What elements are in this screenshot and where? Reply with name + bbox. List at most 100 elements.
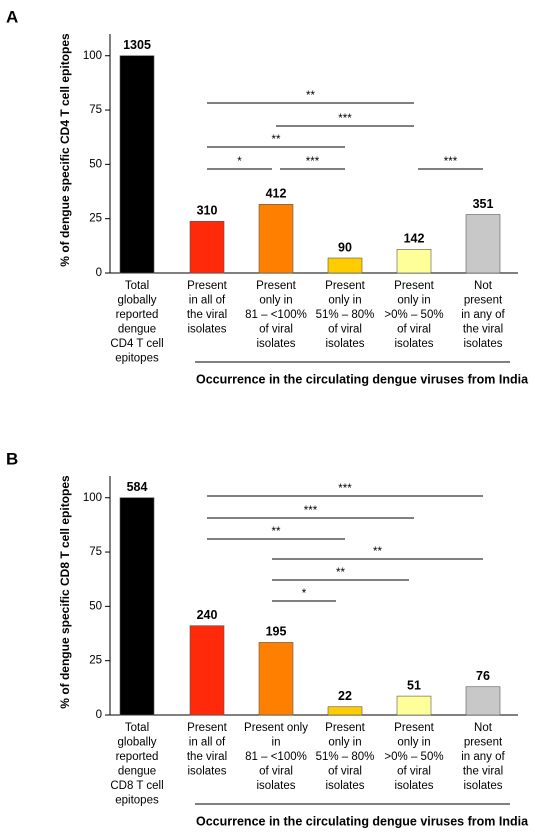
x-tick-label: of viral xyxy=(397,324,431,336)
x-tick-label: 51% – 80% xyxy=(316,751,375,763)
significance-label: ** xyxy=(306,90,315,102)
x-tick-label: Present xyxy=(394,722,434,734)
x-tick-label: Total xyxy=(125,280,149,292)
x-tick-label: only in xyxy=(328,737,361,749)
x-tick-label: the viral xyxy=(187,309,227,321)
x-tick-label: reported xyxy=(116,751,159,763)
x-tick-label: of viral xyxy=(259,324,293,336)
x-tick-label: Present xyxy=(325,280,365,292)
x-tick-label: epitopes xyxy=(115,353,159,365)
x-tick-label: Present only xyxy=(244,722,308,734)
x-tick-label: of viral xyxy=(397,766,431,778)
count-label: 195 xyxy=(266,625,287,639)
count-label: 240 xyxy=(197,608,218,622)
x-tick-label: epitopes xyxy=(115,795,159,807)
x-tick-label: isolates xyxy=(188,324,227,336)
y-tick-label: 100 xyxy=(83,50,102,62)
significance-label: ** xyxy=(272,526,281,538)
x-tick-label: reported xyxy=(116,309,159,321)
significance-label: ** xyxy=(272,134,281,146)
y-tick-label: 0 xyxy=(96,709,102,721)
x-tick-label: only in xyxy=(259,295,292,307)
x-tick-label: isolates xyxy=(464,338,503,350)
bar xyxy=(189,625,225,716)
x-tick-label: Present xyxy=(394,280,434,292)
x-tick-label: 81 – <100% xyxy=(245,309,307,321)
bar xyxy=(189,220,225,274)
x-tick-label: dengue xyxy=(118,766,156,778)
bar xyxy=(327,706,363,716)
x-tick-label: 51% – 80% xyxy=(316,309,375,321)
x-tick-label: globally xyxy=(118,737,157,749)
count-label: 351 xyxy=(473,197,494,211)
x-tick-label: in any of xyxy=(461,309,505,321)
y-tick-label: 75 xyxy=(89,104,102,116)
x-tick-label: in xyxy=(272,737,281,749)
count-label: 76 xyxy=(476,669,490,683)
y-tick-label: 25 xyxy=(89,213,102,225)
y-tick-label: 75 xyxy=(89,546,102,558)
x-tick-label: isolates xyxy=(326,780,365,792)
significance-label: ** xyxy=(336,567,345,579)
x-tick-label: present xyxy=(464,737,503,749)
significance-label: * xyxy=(237,156,242,168)
x-tick-label: Present xyxy=(325,722,365,734)
x-tick-label: Not xyxy=(474,722,493,734)
significance-label: *** xyxy=(306,156,320,168)
bar xyxy=(119,497,155,716)
significance-label: *** xyxy=(444,156,458,168)
x-tick-label: present xyxy=(464,295,503,307)
count-label: 90 xyxy=(338,240,352,254)
x-tick-label: the viral xyxy=(187,751,227,763)
x-tick-label: in all of xyxy=(189,295,226,307)
bar xyxy=(465,686,501,716)
y-axis-label: % of dengue specific CD8 T cell epitopes xyxy=(58,475,72,709)
count-label: 584 xyxy=(127,480,148,494)
significance-label: *** xyxy=(338,113,352,125)
x-tick-label: of viral xyxy=(259,766,293,778)
y-tick-label: 50 xyxy=(89,158,102,170)
x-axis-label: Occurrence in the circulating dengue vir… xyxy=(196,814,529,828)
significance-label: * xyxy=(302,588,307,600)
bar xyxy=(327,257,363,274)
count-label: 310 xyxy=(197,204,218,218)
x-tick-label: of viral xyxy=(328,324,362,336)
x-tick-label: only in xyxy=(397,737,430,749)
x-tick-label: Present xyxy=(187,280,227,292)
bar xyxy=(258,642,294,716)
x-tick-label: Total xyxy=(125,722,149,734)
count-label: 51 xyxy=(407,678,421,692)
x-tick-label: in all of xyxy=(189,737,226,749)
bar xyxy=(119,55,155,274)
x-tick-label: only in xyxy=(328,295,361,307)
y-tick-label: 100 xyxy=(83,492,102,504)
x-tick-label: isolates xyxy=(464,780,503,792)
x-tick-label: Not xyxy=(474,280,493,292)
x-tick-label: in any of xyxy=(461,751,505,763)
x-tick-label: isolates xyxy=(257,338,296,350)
panel-label: B xyxy=(6,449,18,468)
y-axis-label: % of dengue specific CD4 T cell epitopes xyxy=(58,33,72,267)
panel-label: A xyxy=(6,7,18,26)
count-label: 142 xyxy=(404,232,425,246)
x-tick-label: >0% – 50% xyxy=(384,751,443,763)
significance-label: *** xyxy=(338,483,352,495)
x-tick-label: the viral xyxy=(463,766,503,778)
x-axis-label: Occurrence in the circulating dengue vir… xyxy=(196,372,529,386)
count-label: 412 xyxy=(266,187,287,201)
x-tick-label: isolates xyxy=(188,766,227,778)
significance-label: ** xyxy=(373,546,382,558)
x-tick-label: isolates xyxy=(326,338,365,350)
bar xyxy=(258,204,294,274)
y-tick-label: 25 xyxy=(89,655,102,667)
count-label: 22 xyxy=(338,689,352,703)
x-tick-label: CD4 T cell xyxy=(110,338,163,350)
y-tick-label: 50 xyxy=(89,600,102,612)
bar xyxy=(396,249,432,274)
x-tick-label: Present xyxy=(256,280,296,292)
count-label: 1305 xyxy=(123,38,151,52)
x-tick-label: dengue xyxy=(118,324,156,336)
x-tick-label: only in xyxy=(397,295,430,307)
x-tick-label: 81 – <100% xyxy=(245,751,307,763)
